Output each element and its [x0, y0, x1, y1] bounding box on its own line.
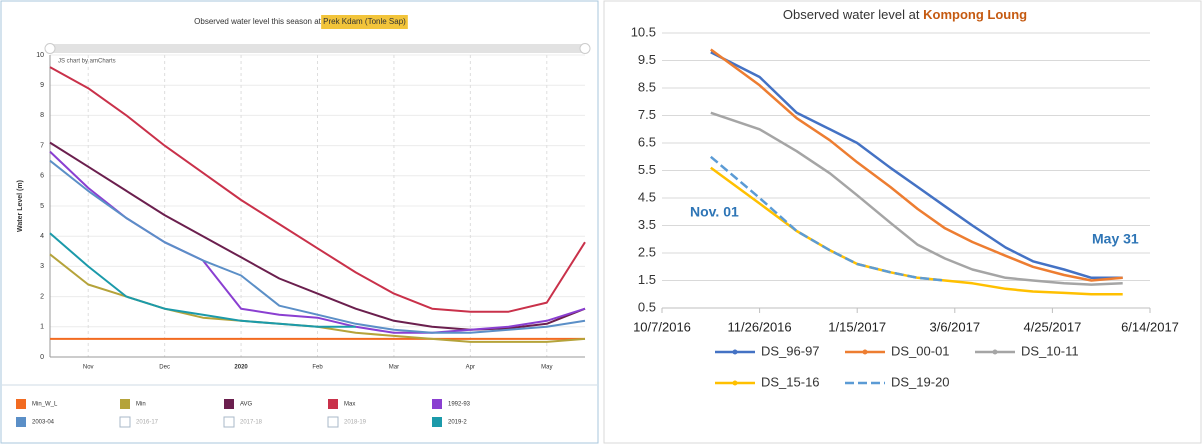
legend-label: 2017-18 [240, 420, 263, 426]
x-tick-label: 6/14/2017 [1121, 319, 1179, 334]
right-panel [603, 0, 1202, 444]
x-tick-label: 2020 [234, 365, 248, 371]
y-tick-label: 7 [40, 142, 44, 149]
title-text: Observed water level this season at [194, 17, 322, 26]
legend-swatch [16, 399, 26, 409]
y-tick-label: 1 [40, 324, 44, 331]
legend-marker [732, 380, 738, 386]
scrollbar[interactable] [50, 44, 585, 53]
title-highlight: Prek Kdam (Tonle Sap) [323, 17, 406, 26]
chart-title: Observed water level at Kompong Loung [783, 7, 1027, 22]
scroll-grip[interactable] [579, 43, 591, 54]
legend-swatch [432, 417, 442, 427]
x-tick-label: 3/6/2017 [929, 319, 980, 334]
series-line [710, 111, 1123, 286]
title-highlight-bg [321, 15, 408, 29]
y-tick-label: 10.5 [631, 24, 656, 39]
y-tick-label: 9.5 [638, 52, 656, 67]
x-tick-label: May [541, 365, 552, 371]
x-tick-label: Dec [159, 365, 170, 371]
legend-marker [992, 349, 998, 355]
y-tick-label: 2 [40, 293, 44, 300]
legend-label: Min [136, 402, 146, 408]
y-tick-label: 2.5 [638, 244, 656, 259]
series-line [710, 51, 1123, 280]
x-tick-label: Mar [389, 365, 399, 371]
series-line [709, 155, 946, 282]
legend-swatch [224, 399, 234, 409]
x-tick-label: 11/26/2016 [728, 319, 792, 334]
scroll-grip[interactable] [44, 43, 56, 54]
legend-label: DS_10-11 [1021, 343, 1079, 358]
y-tick-label: 10 [36, 52, 44, 59]
legend-swatch [120, 399, 130, 409]
y-tick-label: 9 [40, 82, 44, 89]
legend-label: 2018-19 [344, 420, 367, 426]
y-tick-label: 0.5 [638, 299, 656, 314]
left-panel [0, 0, 599, 444]
x-tick-label: Feb [312, 365, 323, 371]
legend-label: 2003-04 [32, 420, 55, 426]
series-line [49, 66, 586, 313]
legend-checkbox[interactable] [327, 416, 339, 428]
series-line [49, 159, 586, 334]
legend-swatch [328, 399, 338, 409]
legend-marker [732, 349, 738, 355]
legend-label: 2019-2 [448, 420, 467, 426]
title-text: Observed water level at [783, 7, 920, 22]
series-line [49, 232, 356, 328]
series-line [710, 48, 1123, 282]
y-tick-label: 8.5 [638, 79, 656, 94]
x-tick-label: 10/7/2016 [633, 319, 691, 334]
legend-marker [862, 349, 868, 355]
legend-label: DS_96-97 [761, 343, 820, 358]
legend-label: Min_W_L [32, 402, 58, 408]
x-tick-label: Nov [83, 365, 94, 371]
legend-label: 2016-17 [136, 420, 159, 426]
chart-title: Observed water level this season at Prek… [194, 17, 406, 26]
legend-label: DS_15-16 [761, 374, 820, 389]
title-highlight: Kompong Loung [923, 7, 1027, 22]
y-tick-label: 0 [40, 354, 44, 361]
legend-label: AVG [240, 402, 253, 408]
y-tick-label: 6 [40, 173, 44, 180]
y-tick-label: 3 [40, 263, 44, 270]
y-tick-label: 6.5 [638, 134, 656, 149]
x-tick-label: 4/25/2017 [1023, 319, 1081, 334]
y-tick-label: 4 [40, 233, 44, 240]
legend-label: 1992-93 [448, 402, 471, 408]
legend-label: Max [344, 402, 355, 408]
legend-checkbox[interactable] [119, 416, 131, 428]
y-tick-label: 5.5 [638, 162, 656, 177]
credit: JS chart by amCharts [58, 59, 116, 65]
annotation: Nov. 01 [690, 204, 739, 220]
y-tick-label: 1.5 [638, 272, 656, 287]
legend-label: DS_19-20 [891, 374, 950, 389]
legend-swatch [16, 417, 26, 427]
y-tick-label: 3.5 [638, 217, 656, 232]
y-tick-label: 7.5 [638, 107, 656, 122]
y-axis-label: Water Level (m) [17, 180, 24, 232]
legend-checkbox[interactable] [223, 416, 235, 428]
y-tick-label: 8 [40, 112, 44, 119]
x-tick-label: Apr [466, 365, 475, 371]
annotation: May 31 [1092, 231, 1139, 247]
legend-swatch [432, 399, 442, 409]
y-tick-label: 4.5 [638, 189, 656, 204]
legend-label: DS_00-01 [891, 343, 950, 358]
y-tick-label: 5 [40, 203, 44, 210]
x-tick-label: 1/15/2017 [828, 319, 886, 334]
